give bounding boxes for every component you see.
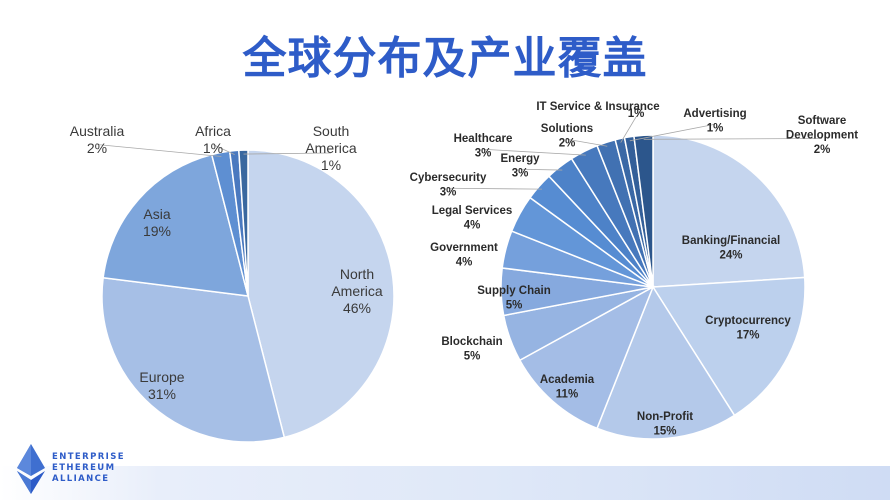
slide-title: 全球分布及产业覆盖 <box>242 33 648 84</box>
slice-label-legal-services: Legal Services 4% <box>432 205 513 232</box>
leader-line <box>212 144 235 155</box>
slice-label-north-america: North America 46% <box>331 266 383 316</box>
leader-line <box>243 152 332 155</box>
pie-slice-software-development <box>633 134 654 288</box>
slice-label-blockchain: Blockchain 5% <box>441 336 502 363</box>
pie-chart-2: Banking/Financial 24% Cryptocurrency 17% Non… <box>410 101 858 440</box>
pie-chart-1: North America 46% Europe 31% Asia 19% Australia… <box>70 123 395 443</box>
pie-slice-non-profit <box>596 285 736 440</box>
slice-label-it-service-and-insurance: 1% <box>628 108 645 120</box>
logo-line: ALLIANCE <box>52 474 110 484</box>
logo-wordmark: ENTERPRISE ETHEREUM ALLIANCE <box>52 452 132 485</box>
slice-label-solutions: Solutions 2% <box>541 123 593 150</box>
slice-label-cybersecurity: Cybersecurity 3% <box>410 172 487 199</box>
slice-label-banking-financial: Banking/Financial 24% <box>682 235 780 262</box>
slice-label-non-profit: Non-Profit 15% <box>637 411 693 438</box>
slice-label-government: Government 4% <box>430 242 498 269</box>
pie-slice-asia <box>102 153 250 297</box>
leader-line <box>447 187 542 190</box>
ethereum-diamond-icon <box>17 444 45 494</box>
pie-slice-cryptocurrency <box>651 276 806 417</box>
slice-label-software-development: Software Development 2% <box>786 115 858 156</box>
slice-label-australia: Australia 2% <box>70 123 125 156</box>
leader-line <box>96 144 222 157</box>
slice-label-asia: Asia 19% <box>143 206 171 239</box>
slice-label-academia: Academia 11% <box>540 374 595 401</box>
footer-band <box>0 466 890 500</box>
logo-line: ETHEREUM <box>52 463 116 473</box>
leader-line <box>629 123 716 142</box>
slice-label-supply-chain: Supply Chain 5% <box>477 285 550 312</box>
slice-name-it-service-and-insurance: IT Service & Insurance <box>536 101 659 113</box>
slice-label-healthcare: Healthcare 3% <box>454 133 513 160</box>
pie-slice-south-america <box>238 149 249 297</box>
leader-line <box>482 148 586 156</box>
leader-line <box>643 138 823 140</box>
slice-label-advertising: Advertising 1% <box>683 108 746 135</box>
pie-slice-academia <box>518 285 655 430</box>
pie-slice-north-america <box>247 149 395 439</box>
pie-slice-banking-financial <box>652 134 806 288</box>
leader-line <box>620 116 637 143</box>
slice-label-europe: Europe 31% <box>139 369 184 402</box>
slice-label-energy: Energy 3% <box>501 153 541 180</box>
pie-slice-europe <box>101 276 286 443</box>
slice-label-south-america: South America 1% <box>305 123 357 173</box>
leader-line <box>519 168 563 171</box>
slice-label-africa: Africa 1% <box>195 123 231 156</box>
slice-label-cryptocurrency: Cryptocurrency 17% <box>705 315 791 342</box>
logo-line: ENTERPRISE <box>52 452 125 462</box>
leader-line <box>566 138 608 147</box>
